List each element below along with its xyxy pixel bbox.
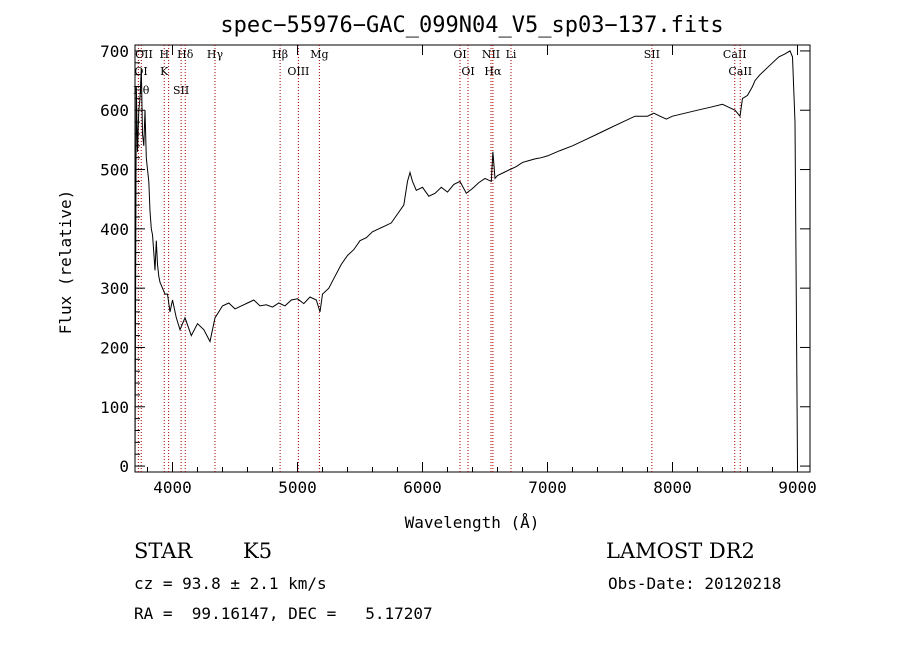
x-tick-label: 9000 [778,478,817,497]
spectral-line-label: H [159,48,169,61]
spectral-line-label: CaII [723,48,747,61]
spectral-line-label: CaII [728,65,752,78]
x-tick-label: 8000 [653,478,692,497]
y-tick-label: 0 [119,457,129,476]
spectral-line-label: OI [461,65,474,78]
spectral-line-label: Hγ [207,48,224,61]
y-tick-label: 200 [100,338,129,357]
chart-title: spec−55976−GAC_099N04_V5_sp03−137.fits [220,13,723,38]
y-tick-label: 400 [100,220,129,239]
spectrum-series-line [134,50,798,467]
redshift-cz: cz = 93.8 ± 2.1 km/s [134,574,327,593]
spectral-line-label: Hβ [272,48,288,61]
x-tick-label: 7000 [528,478,567,497]
object-class: STAR [134,539,193,563]
x-tick-label: 6000 [403,478,442,497]
y-tick-label: 700 [100,42,129,61]
x-tick-label: 4000 [153,478,192,497]
y-tick-label: 500 [100,161,129,180]
object-subclass: K5 [243,539,273,563]
spectral-line-label: SII [173,84,189,97]
ra-dec: RA = 99.16147, DEC = 5.17207 [134,604,433,623]
spectral-line-label: OIII [287,65,309,78]
spectral-line-label: Hδ [177,48,194,61]
spectral-line-label: NII [482,48,500,61]
spectral-line-label: K [160,65,169,78]
spectral-line-label: Mg [310,48,328,61]
axis-ticks: 4000 5000 6000 7000 8000 9000 0 100 200 300 400 500… [100,42,817,497]
y-tick-label: 600 [100,101,129,120]
spectral-line-label: OI [453,48,466,61]
x-tick-label: 5000 [278,478,317,497]
spectral-line-label: SII [644,48,660,61]
spectral-line-label: Li [506,48,517,61]
y-tick-label: 300 [100,279,129,298]
y-tick-label: 100 [100,398,129,417]
survey-name: LAMOST DR2 [606,539,755,563]
y-axis-label: Flux (relative) [56,190,75,335]
x-axis-label: Wavelength (Å) [405,513,540,532]
plot-frame [134,44,811,473]
observation-date: Obs-Date: 20120218 [608,574,782,593]
spectral-line-label: Hα [484,65,502,78]
spectral-line-label: OII [135,48,153,61]
